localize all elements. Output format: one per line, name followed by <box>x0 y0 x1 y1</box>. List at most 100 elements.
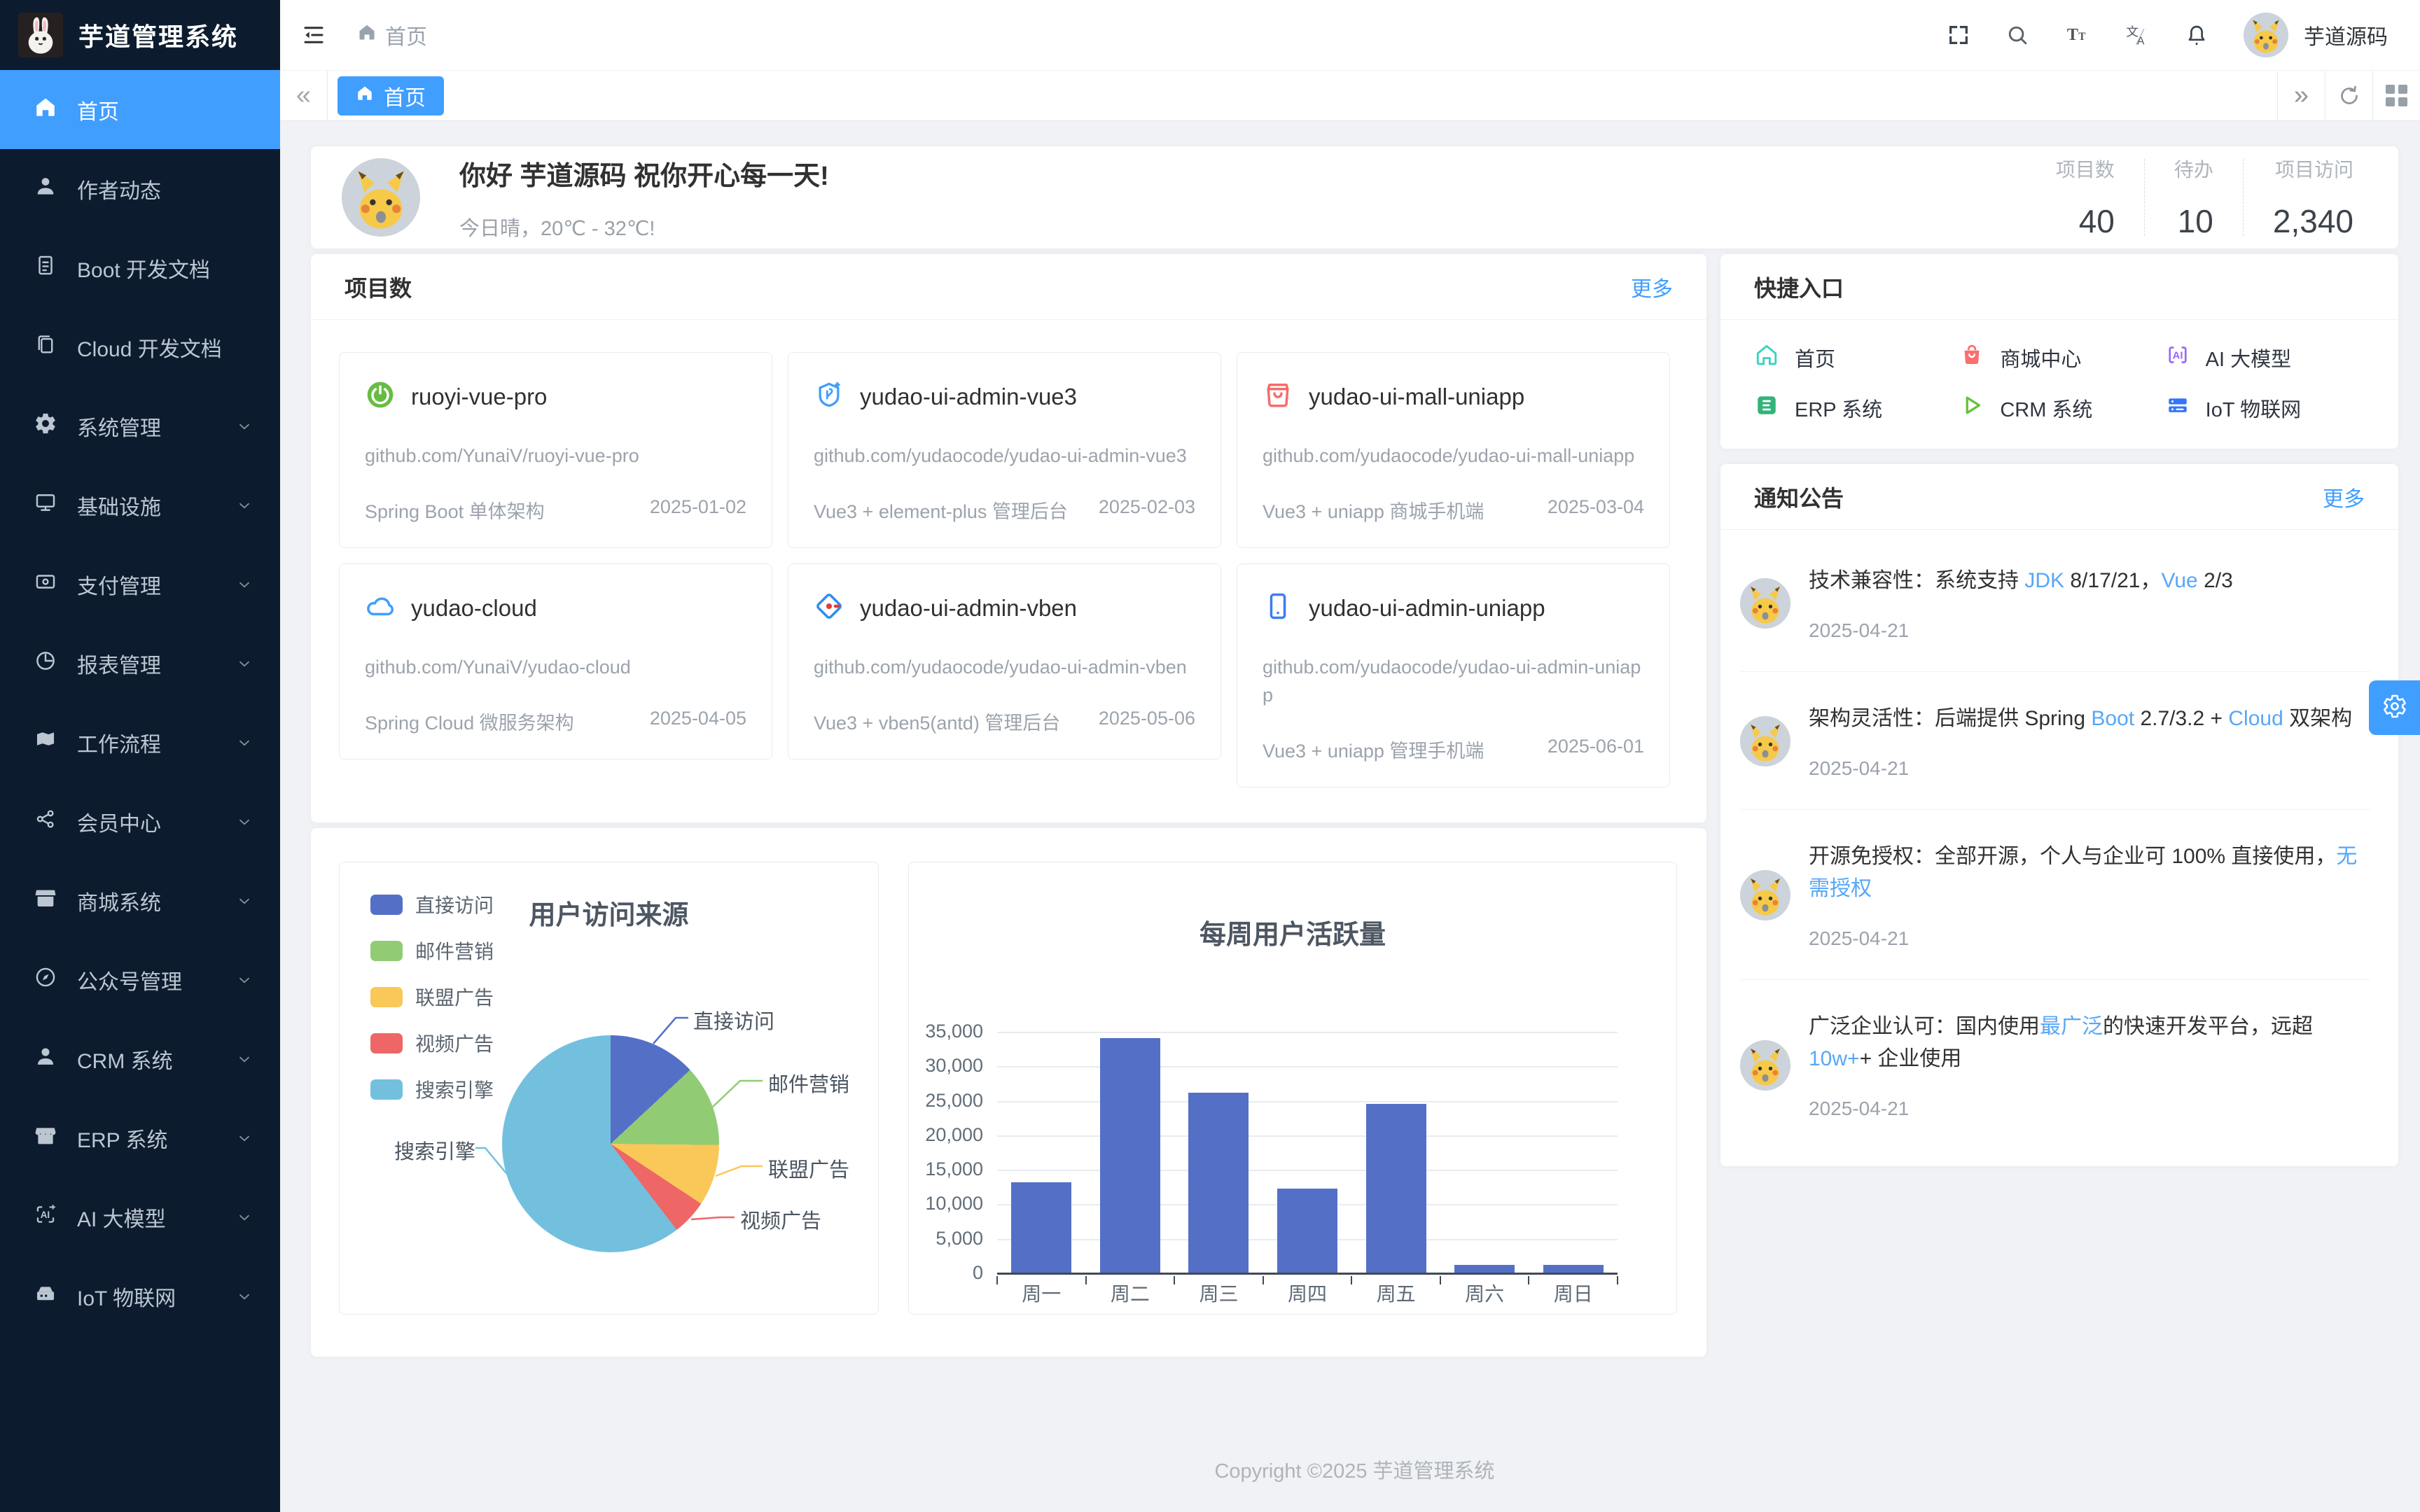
bar-周二[interactable] <box>1099 1037 1160 1274</box>
quick-link-iot[interactable]: IoT 物联网 <box>2165 393 2370 424</box>
project-name: yudao-cloud <box>411 594 537 621</box>
project-card-yudao-cloud[interactable]: yudao-cloud github.com/YunaiV/yudao-clou… <box>339 564 772 760</box>
sidebar-item-wechat[interactable]: 公众号管理 <box>0 940 280 1019</box>
bar-周五[interactable] <box>1365 1104 1426 1274</box>
settings-float-button[interactable] <box>2369 680 2420 735</box>
x-axis-tick <box>1262 1276 1264 1284</box>
project-card-yudao-ui-admin-vue3[interactable]: yudao-ui-admin-vue3 github.com/yudaocode… <box>788 352 1221 548</box>
y-axis-tick-label: 30,000 <box>925 1055 983 1077</box>
project-card-ruoyi-vue-pro[interactable]: ruoyi-vue-pro github.com/YunaiV/ruoyi-vu… <box>339 352 772 548</box>
quick-link-home[interactable]: 首页 <box>1754 342 1959 373</box>
search-icon[interactable] <box>2005 23 2029 47</box>
stat-label: 项目数 <box>2055 159 2115 181</box>
bar-周四[interactable] <box>1277 1189 1338 1274</box>
bar-周六[interactable] <box>1454 1264 1515 1274</box>
sidebar-item-iot[interactable]: IoT 物联网 <box>0 1256 280 1336</box>
tab-bar: « 首页 » <box>280 70 2420 121</box>
quick-link-mall[interactable]: 商城中心 <box>1959 342 2164 373</box>
sidebar-item-mall[interactable]: 商城系统 <box>0 861 280 940</box>
legend-item[interactable]: 直接访问 <box>370 890 494 918</box>
sidebar-item-workflow[interactable]: 工作流程 <box>0 703 280 782</box>
sidebar-item-member[interactable]: 会员中心 <box>0 782 280 861</box>
bell-icon[interactable] <box>2185 23 2209 47</box>
bar-周日[interactable] <box>1543 1264 1604 1274</box>
notice-link[interactable]: Boot <box>2091 707 2135 730</box>
notice-link[interactable]: 10w+ <box>1809 1047 1860 1070</box>
chevron-down-icon <box>235 654 253 673</box>
notice-item[interactable]: 技术兼容性：系统支持 JDK 8/17/21，Vue 2/3 2025-04-2… <box>1740 534 2370 672</box>
notice-item[interactable]: 开源免授权：全部开源，个人与企业可 100% 直接使用，无需授权 2025-04… <box>1740 810 2370 980</box>
legend-item[interactable]: 视频广告 <box>370 1029 494 1057</box>
notice-link[interactable]: 最广泛 <box>2040 1015 2103 1038</box>
project-name: ruoyi-vue-pro <box>411 383 548 410</box>
projects-more-link[interactable]: 更多 <box>1631 277 1673 301</box>
sidebar-item-cloud-docs[interactable]: Cloud 开发文档 <box>0 307 280 386</box>
sidebar: 芋道管理系统 首页 作者动态 Boot 开发文档 Cloud 开发文档 系统管理 <box>0 0 280 1512</box>
refresh-icon[interactable] <box>2325 71 2372 120</box>
project-card-yudao-ui-admin-vben[interactable]: yudao-ui-admin-vben github.com/yudaocode… <box>788 564 1221 760</box>
sidebar-item-infra[interactable]: 基础设施 <box>0 465 280 545</box>
project-card-yudao-ui-mall-uniapp[interactable]: yudao-ui-mall-uniapp github.com/yudaocod… <box>1237 352 1670 548</box>
sidebar-item-ai[interactable]: AI AI 大模型 <box>0 1177 280 1256</box>
sidebar-item-report[interactable]: 报表管理 <box>0 624 280 703</box>
chevron-down-icon <box>235 575 253 594</box>
chevron-down-icon <box>235 971 253 989</box>
sidebar-item-erp[interactable]: ERP 系统 <box>0 1098 280 1177</box>
shop-icon <box>34 886 57 916</box>
quick-link-crm[interactable]: CRM 系统 <box>1959 393 2164 424</box>
user-avatar[interactable] <box>2244 13 2288 57</box>
sidebar-item-payment[interactable]: 支付管理 <box>0 545 280 624</box>
gridline <box>997 1066 1618 1068</box>
notices-more-link[interactable]: 更多 <box>2323 487 2365 511</box>
notice-item[interactable]: 广泛企业认可：国内使用最广泛的快速开发平台，远超 10w++ 企业使用 2025… <box>1740 980 2370 1149</box>
notice-link[interactable]: 无需授权 <box>1809 845 2358 900</box>
columns: 项目数 更多 ruoyi-vue-pro github.com/YunaiV/r… <box>311 254 2398 1357</box>
sidebar-item-label: 商城系统 <box>77 891 161 915</box>
legend-item[interactable]: 联盟广告 <box>370 983 494 1011</box>
notice-link[interactable]: Cloud <box>2228 707 2283 730</box>
scroll-tabs-right-icon[interactable]: » <box>2277 71 2325 120</box>
hamburger-icon[interactable] <box>301 22 326 48</box>
svg-text:AI: AI <box>41 1210 50 1220</box>
bar-周一[interactable] <box>1011 1182 1072 1274</box>
documents-icon <box>34 332 57 362</box>
notice-link[interactable]: Vue <box>2161 569 2198 592</box>
sidebar-item-boot-docs[interactable]: Boot 开发文档 <box>0 228 280 307</box>
logo[interactable]: 芋道管理系统 <box>0 0 280 70</box>
notice-avatar <box>1740 1040 1790 1091</box>
quick-link-erp[interactable]: ERP 系统 <box>1754 393 1959 424</box>
scroll-tabs-left-icon[interactable]: « <box>280 71 328 120</box>
shopping-bag-icon <box>1263 379 1293 414</box>
legend-item[interactable]: 邮件营销 <box>370 937 494 965</box>
notice-link[interactable]: JDK <box>2024 569 2065 592</box>
x-axis-label: 周三 <box>1199 1283 1239 1305</box>
grid-icon[interactable] <box>2372 71 2420 120</box>
username[interactable]: 芋道源码 <box>2304 26 2388 49</box>
chevron-down-icon <box>235 1287 253 1306</box>
notice-date: 2025-04-21 <box>1809 927 1910 949</box>
bar-周三[interactable] <box>1188 1092 1249 1274</box>
notice-item[interactable]: 架构灵活性：后端提供 Spring Boot 2.7/3.2 + Cloud 双… <box>1740 672 2370 810</box>
tab-home[interactable]: 首页 <box>338 76 444 115</box>
bar-slot <box>1086 1032 1175 1274</box>
bar-chart[interactable]: 0 5,000 10,000 15,000 20,000 25,000 30,000 35,0… <box>925 1021 1618 1284</box>
sidebar-item-system[interactable]: 系统管理 <box>0 386 280 465</box>
quick-link-ai[interactable]: AI AI 大模型 <box>2165 342 2370 373</box>
legend-item[interactable]: 搜索引擎 <box>370 1075 494 1103</box>
quick-entry-card: 快捷入口 首页 商城中心 AI <box>1720 254 2398 449</box>
sidebar-item-label: Cloud 开发文档 <box>77 337 222 361</box>
pie-chart[interactable] <box>502 1035 719 1252</box>
sidebar-item-author[interactable]: 作者动态 <box>0 149 280 228</box>
quick-entry-header: 快捷入口 <box>1720 254 2398 320</box>
project-date: 2025-01-02 <box>649 496 746 517</box>
sidebar-item-crm[interactable]: CRM 系统 <box>0 1019 280 1098</box>
sidebar-item-home[interactable]: 首页 <box>0 70 280 149</box>
breadcrumb[interactable]: 首页 <box>357 20 427 50</box>
fullscreen-icon[interactable] <box>1947 23 1970 47</box>
project-card-yudao-ui-admin-uniapp[interactable]: yudao-ui-admin-uniapp github.com/yudaoco… <box>1237 564 1670 788</box>
panel-title: 通知公告 <box>1754 485 1844 511</box>
project-date: 2025-04-05 <box>649 708 746 729</box>
legend-label: 邮件营销 <box>415 941 494 962</box>
